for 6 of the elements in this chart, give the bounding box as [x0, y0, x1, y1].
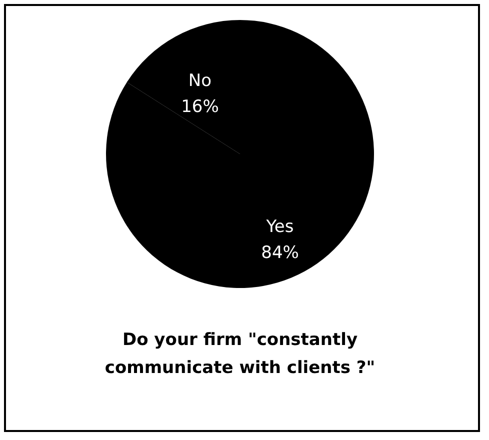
- slice-label: No: [188, 71, 212, 92]
- pie-slice: [106, 20, 374, 288]
- data-label: 84%: [261, 242, 299, 263]
- data-label: 16%: [181, 97, 219, 118]
- text: Do your firm "constantly communicate with clients ?": [104, 330, 376, 378]
- slice-label: Yes: [265, 216, 294, 237]
